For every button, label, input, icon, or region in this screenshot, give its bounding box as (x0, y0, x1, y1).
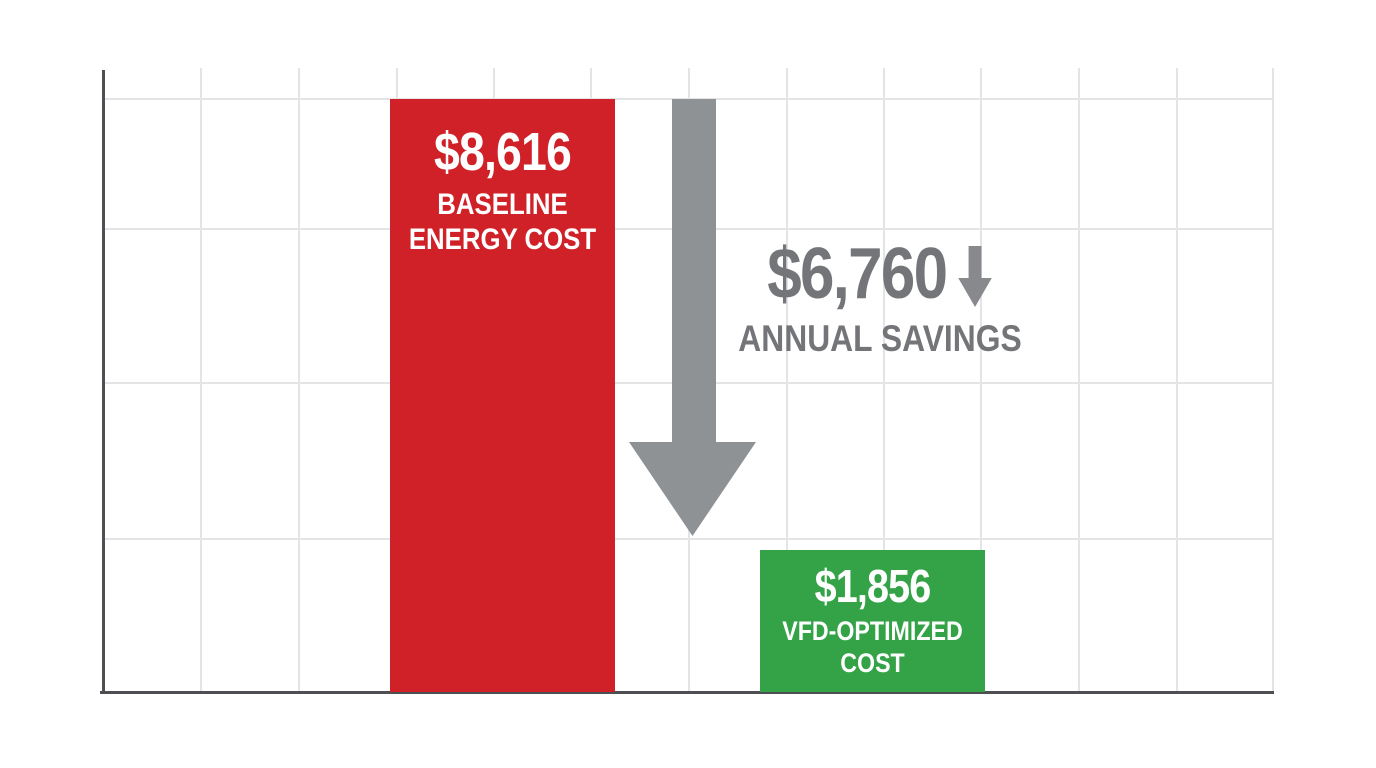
vertical-gridline (298, 68, 300, 692)
horizontal-gridline (103, 538, 1273, 540)
baseline-label-line1: BASELINE (437, 188, 568, 221)
x-axis-line (100, 691, 1274, 694)
vertical-gridline (786, 68, 788, 692)
vertical-gridline (1176, 68, 1178, 692)
y-axis-line (102, 70, 105, 693)
small-down-arrow-icon (958, 245, 992, 307)
annual-savings-annotation: $6,760 ANNUAL SAVINGS (738, 238, 1022, 357)
baseline-value: $8,616 (434, 122, 572, 182)
optimized-value: $1,856 (814, 560, 932, 612)
optimized-bar-text: $1,856 VFD-OPTIMIZED COST (776, 550, 970, 678)
savings-value: $6,760 (767, 234, 948, 314)
baseline-cost-bar: $8,616 BASELINE ENERGY COST (390, 99, 615, 692)
savings-label: ANNUAL SAVINGS (738, 318, 1022, 359)
optimized-cost-bar: $1,856 VFD-OPTIMIZED COST (760, 550, 985, 692)
vertical-gridline (1272, 68, 1274, 692)
optimized-label-line1: VFD-OPTIMIZED (782, 616, 963, 646)
savings-value-row: $6,760 (738, 238, 1022, 310)
baseline-bar-text: $8,616 BASELINE ENERGY COST (406, 99, 600, 256)
vertical-gridline (1078, 68, 1080, 692)
vertical-gridline (200, 68, 202, 692)
optimized-label-line2: COST (840, 648, 905, 679)
big-down-arrow-icon (629, 99, 756, 536)
vertical-gridline (883, 68, 885, 692)
vertical-gridline (980, 68, 982, 692)
baseline-label-line2: ENERGY COST (408, 223, 597, 256)
